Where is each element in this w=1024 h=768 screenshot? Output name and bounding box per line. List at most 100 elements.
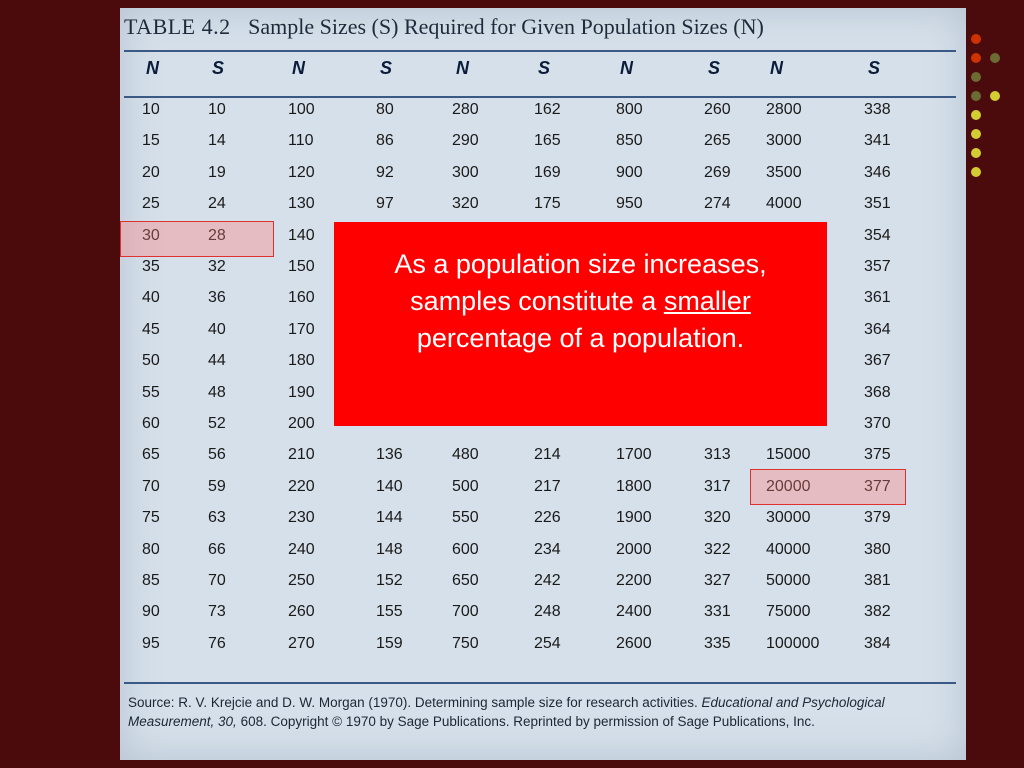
table-cell: 2800 xyxy=(766,101,802,118)
table-cell: 165 xyxy=(534,132,561,150)
table-cell: 379 xyxy=(864,509,891,527)
table-description: Sample Sizes (S) Required for Given Popu… xyxy=(248,14,764,39)
source-prefix: Source: xyxy=(128,695,175,710)
table-cell: 200 xyxy=(288,415,315,432)
highlight-row-30 xyxy=(120,221,274,257)
table-cell: 300 xyxy=(452,163,479,181)
table-cell: 650 xyxy=(452,572,479,589)
decorative-dot xyxy=(971,34,981,44)
table-cell: 226 xyxy=(534,509,561,527)
table-cell: 217 xyxy=(534,477,561,495)
table-cell: 2600 xyxy=(616,634,652,652)
table-cell: 346 xyxy=(864,163,891,181)
table-cell: 248 xyxy=(534,603,561,621)
decorative-dot xyxy=(971,72,981,82)
table-cell: 1900 xyxy=(616,509,652,527)
table-cell: 28 xyxy=(208,226,226,244)
table-cell: 20 xyxy=(142,163,160,181)
table-cell: 48 xyxy=(208,383,226,401)
table-cell: 175 xyxy=(534,195,561,213)
table-cell: 140 xyxy=(288,226,315,244)
table-cell: 80 xyxy=(376,101,394,118)
table-cell: 750 xyxy=(452,634,479,652)
table-cell: 500 xyxy=(452,477,479,495)
table-cell: 152 xyxy=(376,572,403,589)
table-cell: 380 xyxy=(864,540,891,558)
callout-line-3: percentage of a population. xyxy=(416,323,745,353)
table-cell: 274 xyxy=(704,195,731,213)
table-cell: 40 xyxy=(208,320,226,338)
table-cell: 2200 xyxy=(616,572,652,589)
source-rest: 608. Copyright © 1970 by Sage Publicatio… xyxy=(240,713,815,729)
table-cell: 900 xyxy=(616,163,643,181)
table-cell: 86 xyxy=(376,132,394,150)
table-cell: 110 xyxy=(288,132,314,150)
table-cell: 354 xyxy=(864,226,891,244)
table-cell: 180 xyxy=(288,352,315,370)
table-cell: 320 xyxy=(704,509,731,527)
table-cell: 600 xyxy=(452,540,479,558)
decorative-dot xyxy=(990,91,1000,101)
table-cell: 3000 xyxy=(766,132,802,150)
source-journal: Educational and Psychological Measuremen… xyxy=(128,695,885,729)
callout-box: As a population size increases, samples … xyxy=(334,222,827,426)
table-cell: 10 xyxy=(208,101,226,118)
table-cell: 317 xyxy=(704,477,731,495)
table-cell: 140 xyxy=(376,477,403,495)
table-cell: 50 xyxy=(142,352,160,370)
table-cell: 162 xyxy=(534,101,561,118)
callout-line-2-text: samples constitute a xyxy=(410,286,657,316)
table-cell: 19 xyxy=(208,163,226,181)
table-cell: 50000 xyxy=(766,572,811,589)
callout-emphasis: smaller xyxy=(663,286,751,316)
table-cell: 70 xyxy=(208,572,226,589)
table-cell: 364 xyxy=(864,320,891,338)
callout-line-2: samples constitute a smaller xyxy=(334,283,827,320)
header-rule-bottom xyxy=(124,96,956,98)
decorative-dot xyxy=(971,53,981,63)
table-cell: 36 xyxy=(208,289,226,307)
table-cell: 375 xyxy=(864,446,891,464)
table-cell: 480 xyxy=(452,446,479,464)
table-cell: 1700 xyxy=(616,446,652,464)
table-cell: 14 xyxy=(208,132,226,150)
table-cell: 160 xyxy=(288,289,315,307)
table-cell: 351 xyxy=(864,195,891,213)
table-cell: 331 xyxy=(704,603,731,621)
table-cell: 20000 xyxy=(766,477,811,495)
table-cell: 40000 xyxy=(766,540,811,558)
table-cell: 2400 xyxy=(616,603,652,621)
table-cell: 55 xyxy=(142,383,160,401)
table-cell: 190 xyxy=(288,383,315,401)
table-cell: 155 xyxy=(376,603,403,621)
table-cell: 210 xyxy=(288,446,315,464)
table-cell: 254 xyxy=(534,634,561,652)
table-cell: 338 xyxy=(864,101,891,118)
table-cell: 35 xyxy=(142,258,160,275)
table-cell: 550 xyxy=(452,509,479,527)
highlight-row-20000 xyxy=(750,469,906,505)
table-cell: 100000 xyxy=(766,634,820,652)
decorative-dots xyxy=(968,34,1008,177)
table-cell: 76 xyxy=(208,634,226,652)
table-cell: 95 xyxy=(142,634,160,652)
table-cell: 66 xyxy=(208,540,226,558)
table-cell: 136 xyxy=(376,446,403,464)
table-cell: 335 xyxy=(704,634,731,652)
table-cell: 85 xyxy=(142,572,160,589)
column-header-n-4: N xyxy=(620,58,633,78)
column-header-s-5: S xyxy=(868,58,881,78)
table-cell: 1800 xyxy=(616,477,652,495)
table-cell: 240 xyxy=(288,540,315,558)
table-cell: 150 xyxy=(288,258,315,275)
callout-line-1: As a population size increases, xyxy=(394,249,767,279)
table-title: TABLE 4.2 Sample Sizes (S) Required for … xyxy=(124,14,764,40)
table-cell: 381 xyxy=(864,572,891,589)
decorative-dot xyxy=(971,148,981,158)
table-cell: 280 xyxy=(452,101,479,118)
table-cell: 950 xyxy=(616,195,643,213)
table-cell: 25 xyxy=(142,195,160,213)
table-cell: 220 xyxy=(288,477,315,495)
table-cell: 260 xyxy=(288,603,315,621)
table-cell: 15 xyxy=(142,132,160,150)
